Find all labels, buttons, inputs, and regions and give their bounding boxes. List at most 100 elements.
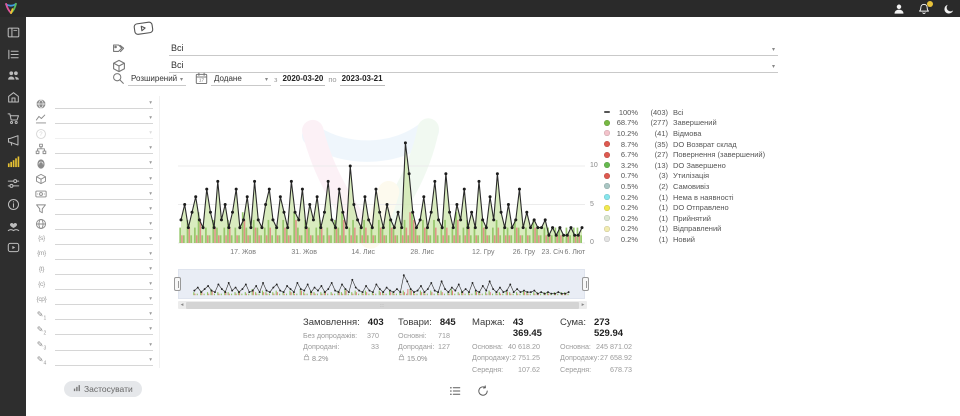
- date-from-input[interactable]: 2020-03-20: [280, 74, 326, 86]
- sidebar-orders-icon[interactable]: [7, 48, 20, 61]
- chevron-down-icon: ▾: [149, 145, 152, 152]
- filter-select-custom-field-1[interactable]: ▾: [55, 309, 153, 321]
- y-tick-label: 10: [590, 162, 598, 169]
- filter-row-utm-content: {c} ▾: [26, 277, 159, 292]
- date-to-input[interactable]: 2023-03-21: [339, 74, 385, 86]
- apply-button[interactable]: Застосувати: [64, 381, 142, 397]
- filter-select-utm-term[interactable]: ▾: [55, 264, 153, 276]
- legend-item[interactable]: 100% (403) Всі: [604, 107, 765, 118]
- sidebar-info-icon[interactable]: [7, 198, 20, 211]
- search-mode-select[interactable]: Розширений ▾: [128, 74, 186, 86]
- sidebar-settings-icon[interactable]: [7, 177, 20, 190]
- product-filter-value: Всі: [171, 60, 184, 70]
- chart-scrollbar[interactable]: ◂ ∷ ▸: [178, 301, 587, 309]
- legend-swatch: [604, 183, 610, 190]
- sidebar-customers-icon[interactable]: [7, 69, 20, 82]
- filter-select-utm-medium[interactable]: ▾: [55, 249, 153, 260]
- legend-count: (1): [658, 213, 668, 223]
- bell-icon[interactable]: [918, 0, 933, 15]
- tags-icon: [112, 42, 127, 56]
- chevron-down-icon: ▾: [179, 77, 183, 83]
- main-chart[interactable]: [178, 96, 585, 246]
- filter-select-banknote[interactable]: ▾: [55, 189, 153, 200]
- stat-sub-value: 27 658.92: [600, 353, 632, 363]
- package-icon: [112, 59, 127, 73]
- legend-item[interactable]: 0.2% (1) Новий: [604, 234, 765, 245]
- search-icon[interactable]: [112, 72, 125, 85]
- svg-text:17: 17: [199, 78, 205, 83]
- filter-select-contact[interactable]: ▾: [55, 158, 153, 170]
- navigator-left-handle[interactable]: [174, 277, 181, 291]
- scrollbar-thumb[interactable]: ∷: [186, 301, 579, 309]
- sidebar-cart-icon[interactable]: [7, 112, 20, 125]
- legend-item[interactable]: 3.2% (13) DO Завершено: [604, 160, 765, 171]
- filter-select-trend[interactable]: ▾: [55, 113, 153, 125]
- moon-icon[interactable]: [943, 3, 955, 15]
- funnel-icon: [35, 203, 48, 215]
- chevron-down-icon: ▾: [771, 47, 775, 53]
- filter-select-custom-field-4[interactable]: ▾: [55, 355, 153, 366]
- legend-item[interactable]: 0.2% (1) Прийнятий: [604, 213, 765, 224]
- stat-column: Товари: 845 Основні: 718 Допродані: 127 15.0%: [398, 317, 456, 363]
- chart-navigator[interactable]: [178, 269, 585, 299]
- app-logo-icon[interactable]: [4, 1, 18, 15]
- sidebar-analytics-icon[interactable]: [7, 155, 20, 168]
- legend-swatch: [604, 194, 610, 201]
- legend-label: Прийнятий: [673, 213, 711, 223]
- sidebar-store-icon[interactable]: [7, 91, 20, 104]
- x-tick-label: 6. Лют: [564, 249, 586, 256]
- product-filter-select[interactable]: Всі ▾: [169, 60, 778, 73]
- legend-item[interactable]: 0.5% (2) Самовивіз: [604, 181, 765, 192]
- video-tag-icon[interactable]: [132, 20, 155, 38]
- legend-item[interactable]: 10.2% (41) Відмова: [604, 128, 765, 139]
- sidebar-video-icon[interactable]: [7, 241, 20, 254]
- filter-row-custom-field-3: ✎3 ▾: [26, 338, 159, 353]
- legend-item[interactable]: 6.7% (27) Повернення (завершений): [604, 149, 765, 160]
- help-icon: ?: [35, 128, 48, 140]
- navigator-right-handle[interactable]: [582, 277, 589, 291]
- legend-swatch: [604, 141, 610, 148]
- bag-icon: [303, 354, 310, 363]
- filter-select-utm-source[interactable]: ▾: [55, 234, 153, 245]
- sidebar-partners-icon[interactable]: [7, 220, 20, 233]
- filter-select-utm-campaign[interactable]: ▾: [55, 294, 153, 306]
- filter-select-globe-filled[interactable]: ▾: [55, 98, 153, 110]
- legend-percent: 3.2%: [620, 160, 638, 170]
- filter-select-custom-field-2[interactable]: ▾: [55, 324, 153, 336]
- legend-percent: 100%: [618, 107, 638, 117]
- stat-sub-value: 718: [438, 330, 450, 340]
- filter-select-hierarchy[interactable]: ▾: [55, 143, 153, 155]
- group-filter-select[interactable]: Всі ▾: [169, 43, 778, 56]
- sidebar-marketing-icon[interactable]: [7, 134, 20, 147]
- chevron-down-icon: ▾: [149, 341, 152, 348]
- stat-sub-value: 678.73: [610, 364, 632, 374]
- scroll-left-icon[interactable]: ◂: [180, 302, 184, 308]
- legend-count: (1): [658, 192, 668, 202]
- legend-item[interactable]: 0.7% (3) Утилізація: [604, 171, 765, 182]
- filter-select-globe[interactable]: ▾: [55, 219, 153, 230]
- chevron-down-icon: ▾: [264, 77, 268, 83]
- list-view-icon[interactable]: [449, 385, 461, 397]
- stat-sub-value: 127: [438, 342, 450, 352]
- scroll-right-icon[interactable]: ▸: [581, 302, 585, 308]
- legend-item[interactable]: 8.7% (35) DO Возврат склад: [604, 139, 765, 150]
- refresh-icon[interactable]: [477, 385, 489, 397]
- legend-item[interactable]: 0.2% (1) Відправлений: [604, 224, 765, 235]
- user-icon[interactable]: [893, 3, 905, 15]
- legend-item[interactable]: 68.7% (277) Завершений: [604, 118, 765, 129]
- date-field-select[interactable]: Додане ▾: [211, 74, 271, 86]
- filter-select-help[interactable]: ▾: [55, 128, 153, 140]
- stat-sub-label: Середня:: [560, 364, 592, 374]
- filter-select-custom-field-3[interactable]: ▾: [55, 340, 153, 351]
- filter-select-funnel[interactable]: ▾: [55, 204, 153, 215]
- legend-item[interactable]: 0.2% (1) DO Отправлено: [604, 202, 765, 213]
- filter-select-utm-content[interactable]: ▾: [55, 279, 153, 291]
- stat-sub-value: 245 871.02: [596, 341, 632, 351]
- sidebar-dashboard-icon[interactable]: [7, 26, 20, 39]
- filter-select-cube[interactable]: ▾: [55, 174, 153, 185]
- stat-sub-label: Допродажу:: [560, 353, 600, 363]
- filter-row-cube: ▾: [26, 171, 159, 186]
- legend-item[interactable]: 0.2% (1) Нема в наявності: [604, 192, 765, 203]
- chevron-down-icon: ▾: [149, 130, 152, 137]
- legend-percent: 0.2%: [620, 234, 638, 244]
